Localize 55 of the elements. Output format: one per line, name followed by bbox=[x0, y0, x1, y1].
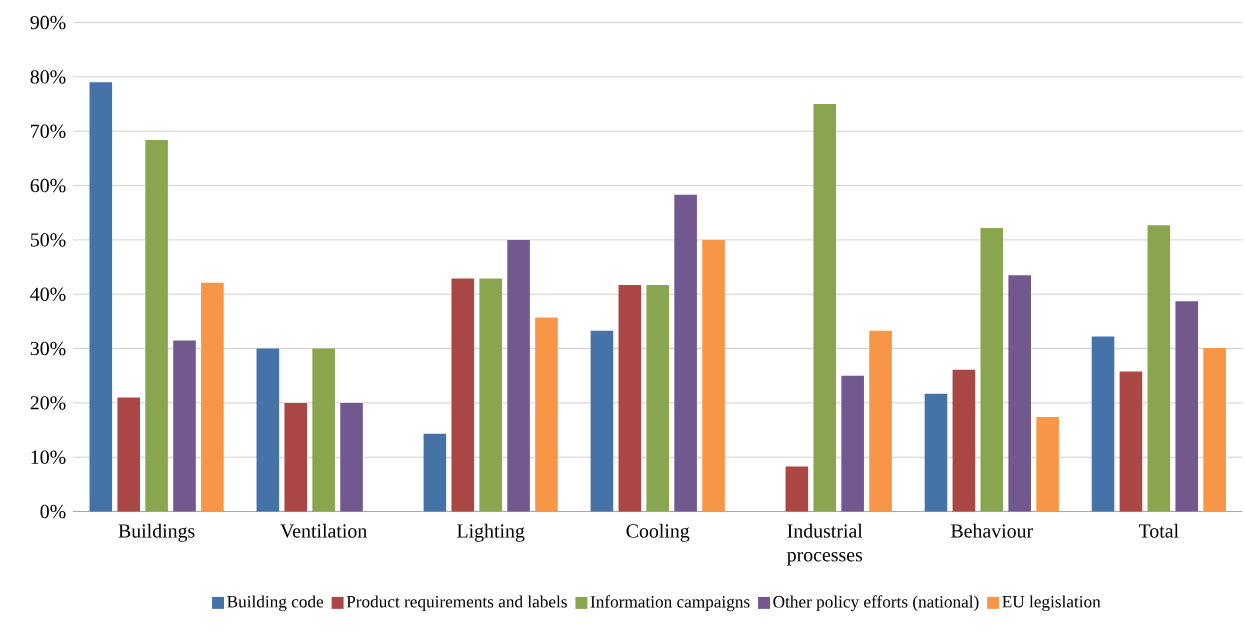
bar bbox=[702, 239, 725, 512]
bar bbox=[1008, 275, 1031, 512]
bar bbox=[451, 278, 475, 512]
bar bbox=[507, 239, 530, 512]
x-tick-label: Lighting bbox=[457, 523, 525, 542]
x-tick-label: Total bbox=[1138, 523, 1179, 538]
bar bbox=[145, 139, 168, 512]
y-tick-label: 90% bbox=[30, 15, 66, 30]
y-tick-label: 30% bbox=[30, 341, 66, 356]
bar bbox=[590, 330, 614, 512]
x-tick-label: Ventilation bbox=[280, 523, 367, 538]
legend-label: Product requirements and labels bbox=[346, 595, 567, 611]
bar bbox=[1203, 347, 1226, 512]
bar bbox=[423, 433, 447, 512]
y-tick-label: 50% bbox=[30, 233, 66, 247]
bar bbox=[869, 330, 892, 512]
bar bbox=[952, 369, 976, 512]
x-tick-label: Industrial processes bbox=[787, 523, 863, 566]
legend-label: Other policy efforts (national) bbox=[773, 595, 979, 612]
bar bbox=[117, 397, 140, 512]
bar bbox=[201, 282, 224, 512]
bar bbox=[841, 375, 864, 512]
bar bbox=[173, 340, 196, 512]
bar bbox=[1036, 416, 1059, 512]
bar bbox=[312, 348, 335, 512]
y-tick-label: 80% bbox=[30, 70, 66, 84]
bar bbox=[924, 393, 948, 512]
bar bbox=[1175, 301, 1199, 512]
bar bbox=[980, 227, 1004, 512]
bar bbox=[1119, 371, 1143, 512]
legend-label: Information campaigns bbox=[590, 595, 750, 612]
bar bbox=[256, 348, 280, 512]
bar bbox=[618, 284, 642, 512]
bar bbox=[674, 194, 697, 512]
y-tick-label: 0% bbox=[40, 504, 66, 519]
y-tick-label: 20% bbox=[30, 396, 66, 410]
bar bbox=[284, 402, 308, 512]
y-tick-label: 70% bbox=[31, 124, 66, 138]
x-tick-label: Cooling bbox=[626, 523, 690, 542]
bar bbox=[1147, 225, 1171, 512]
bar bbox=[535, 317, 558, 512]
bar bbox=[1091, 336, 1115, 512]
y-tick-label: 10% bbox=[31, 450, 66, 464]
bar bbox=[89, 82, 113, 512]
bar bbox=[340, 402, 363, 512]
legend-label: Building code bbox=[227, 595, 324, 612]
y-tick-label: 40% bbox=[30, 287, 66, 301]
x-tick-label: Buildings bbox=[118, 523, 195, 542]
legend-label: EU legislation bbox=[1002, 595, 1101, 612]
bar bbox=[785, 466, 809, 512]
bar bbox=[479, 278, 502, 512]
x-tick-label: Behaviour bbox=[951, 523, 1033, 538]
bar bbox=[646, 284, 670, 512]
bar bbox=[813, 104, 837, 512]
y-tick-label: 60% bbox=[30, 178, 66, 193]
